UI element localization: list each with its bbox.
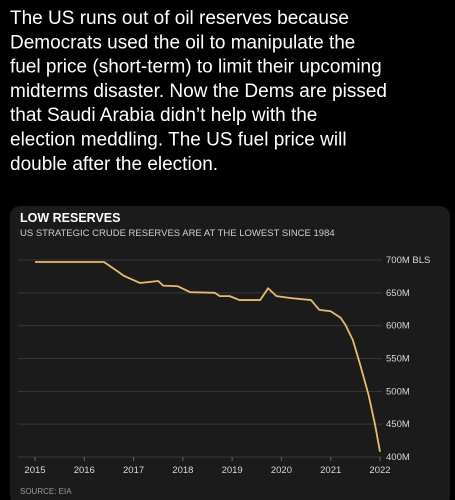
chart-subtitle: US STRATEGIC CRUDE RESERVES ARE AT THE L… [20,228,335,239]
x-tick-label: 2017 [123,465,144,476]
chart-title: LOW RESERVES [20,211,120,225]
post-text-line: that Saudi Arabia didn’t help with the [10,105,317,126]
x-tick-label: 2015 [24,465,45,476]
post-text-line: midterms disaster. Now the Dems are piss… [10,81,387,102]
y-tick-label: 500M [386,386,410,397]
y-tick-label: 650M [386,288,410,299]
y-tick-label: 400M [386,452,410,463]
post-text-line: fuel price (short-term) to limit their u… [10,57,382,78]
chart-card [10,206,450,500]
post-text-line: Democrats used the oil to manipulate the [10,32,355,53]
x-tick-label: 2020 [271,465,292,476]
y-tick-label: 700M BLS [386,255,430,266]
post-text-line: election meddling. The US fuel price wil… [10,130,347,151]
x-tick-label: 2019 [222,465,243,476]
y-tick-label: 450M [386,419,410,430]
y-tick-label: 600M [386,321,410,332]
post-text-line: The US runs out of oil reserves because [10,8,349,29]
y-tick-label: 550M [386,354,410,365]
chart-source: SOURCE: EIA [20,487,72,496]
x-tick-label: 2021 [320,465,341,476]
x-tick-label: 2022 [369,465,390,476]
x-tick-label: 2018 [172,465,193,476]
data-line [35,261,381,452]
x-tick-label: 2016 [74,465,95,476]
post-text-line: double after the election. [10,154,218,175]
